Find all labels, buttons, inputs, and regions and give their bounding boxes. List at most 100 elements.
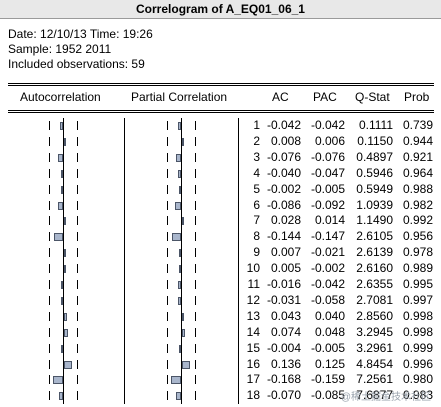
pac-bar <box>178 281 181 289</box>
ac-bar <box>64 329 68 337</box>
ac-upper-bound <box>77 185 78 194</box>
qstat-value: 4.8454 <box>347 357 393 373</box>
qstat-value: 7.2561 <box>347 372 393 388</box>
ac-zero-axis <box>63 372 64 388</box>
ac-bar <box>64 361 72 369</box>
lag-number: 17 <box>238 372 260 388</box>
ac-bar <box>64 313 67 321</box>
ac-value: -0.168 <box>261 372 301 388</box>
qstat-value: 3.2961 <box>347 341 393 357</box>
qstat-value: 0.1150 <box>347 134 393 150</box>
header-top-rule-2 <box>8 85 434 86</box>
correlogram-row: 11 -0.016 -0.042 2.6355 0.995 <box>0 277 441 293</box>
lag-number: 13 <box>238 309 260 325</box>
pac-upper-bound <box>195 248 196 257</box>
ac-bar <box>64 217 66 225</box>
correlogram-row: 15 -0.004 -0.005 3.2961 0.999 <box>0 341 441 357</box>
ac-value: 0.043 <box>261 309 301 325</box>
prob-value: 0.988 <box>395 182 433 198</box>
ac-upper-bound <box>77 121 78 130</box>
pac-zero-axis <box>181 150 182 166</box>
ac-bar <box>54 233 63 241</box>
pac-zero-axis <box>181 372 182 388</box>
ac-upper-bound <box>77 328 78 337</box>
prob-value: 0.998 <box>395 309 433 325</box>
pac-value: -0.076 <box>303 150 345 166</box>
window-title: Correlogram of A_EQ01_06_1 <box>0 0 441 19</box>
ac-value: -0.086 <box>261 198 301 214</box>
ac-bar <box>58 154 63 162</box>
correlogram-row: 2 0.008 0.006 0.1150 0.944 <box>0 134 441 150</box>
prob-value: 0.921 <box>395 150 433 166</box>
pac-zero-axis <box>181 277 182 293</box>
pac-lower-bound <box>167 201 168 210</box>
ac-lower-bound <box>49 232 50 241</box>
ac-upper-bound <box>77 344 78 353</box>
ac-value: -0.042 <box>261 118 301 134</box>
ac-value: -0.076 <box>261 150 301 166</box>
pac-upper-bound <box>195 121 196 130</box>
ac-zero-axis <box>63 388 64 404</box>
pac-upper-bound <box>195 360 196 369</box>
ac-upper-bound <box>77 248 78 257</box>
correlogram-row: 3 -0.076 -0.076 0.4897 0.921 <box>0 150 441 166</box>
pac-lower-bound <box>167 280 168 289</box>
ac-upper-bound <box>77 169 78 178</box>
pac-zero-axis <box>181 118 182 134</box>
pac-upper-bound <box>195 216 196 225</box>
ac-value: -0.016 <box>261 277 301 293</box>
correlogram-row: 14 0.074 0.048 3.2945 0.998 <box>0 325 441 341</box>
ac-upper-bound <box>77 201 78 210</box>
prob-value: 0.999 <box>395 341 433 357</box>
correlogram-row: 4 -0.040 -0.047 0.5946 0.964 <box>0 166 441 182</box>
ac-zero-axis <box>63 166 64 182</box>
lag-number: 12 <box>238 293 260 309</box>
lag-number: 5 <box>238 182 260 198</box>
correlogram-row: 6 -0.086 -0.092 1.0939 0.982 <box>0 198 441 214</box>
pac-bar <box>179 345 181 353</box>
watermark-text: @稀土掘金技术社区 <box>341 388 431 403</box>
ac-upper-bound <box>77 264 78 273</box>
pac-zero-axis <box>181 182 182 198</box>
lag-number: 2 <box>238 134 260 150</box>
ac-bar <box>61 186 63 194</box>
ac-zero-axis <box>63 118 64 134</box>
pac-value: -0.092 <box>303 198 345 214</box>
ac-bar <box>59 392 63 400</box>
ac-zero-axis <box>63 293 64 309</box>
ac-lower-bound <box>49 169 50 178</box>
pac-value: -0.058 <box>303 293 345 309</box>
qstat-header: Q-Stat <box>355 90 390 104</box>
pac-upper-bound <box>195 232 196 241</box>
ac-upper-bound <box>77 137 78 146</box>
pac-upper-bound <box>195 264 196 273</box>
correlogram-row: 17 -0.168 -0.159 7.2561 0.980 <box>0 372 441 388</box>
ac-lower-bound <box>49 185 50 194</box>
pac-value: -0.042 <box>303 277 345 293</box>
ac-value: -0.031 <box>261 293 301 309</box>
pac-bar <box>182 313 184 321</box>
ac-lower-bound <box>49 344 50 353</box>
prob-value: 0.996 <box>395 357 433 373</box>
ac-bar <box>60 122 63 130</box>
ac-value: -0.040 <box>261 166 301 182</box>
ac-upper-bound <box>77 360 78 369</box>
ac-bar <box>64 265 66 273</box>
pac-upper-bound <box>195 312 196 321</box>
ac-upper-bound <box>77 391 78 400</box>
pac-upper-bound <box>195 201 196 210</box>
pac-upper-bound <box>195 185 196 194</box>
pac-upper-bound <box>195 137 196 146</box>
qstat-value: 2.6160 <box>347 261 393 277</box>
prob-value: 0.995 <box>395 277 433 293</box>
ac-lower-bound <box>49 264 50 273</box>
prob-value: 0.944 <box>395 134 433 150</box>
pac-value: -0.005 <box>303 182 345 198</box>
prob-value: 0.978 <box>395 245 433 261</box>
correlogram-row: 1 -0.042 -0.042 0.1111 0.739 <box>0 118 441 134</box>
qstat-value: 2.6139 <box>347 245 393 261</box>
sample-line: Sample: 1952 2011 <box>8 42 111 56</box>
ac-upper-bound <box>77 232 78 241</box>
prob-value: 0.992 <box>395 213 433 229</box>
ac-lower-bound <box>49 248 50 257</box>
